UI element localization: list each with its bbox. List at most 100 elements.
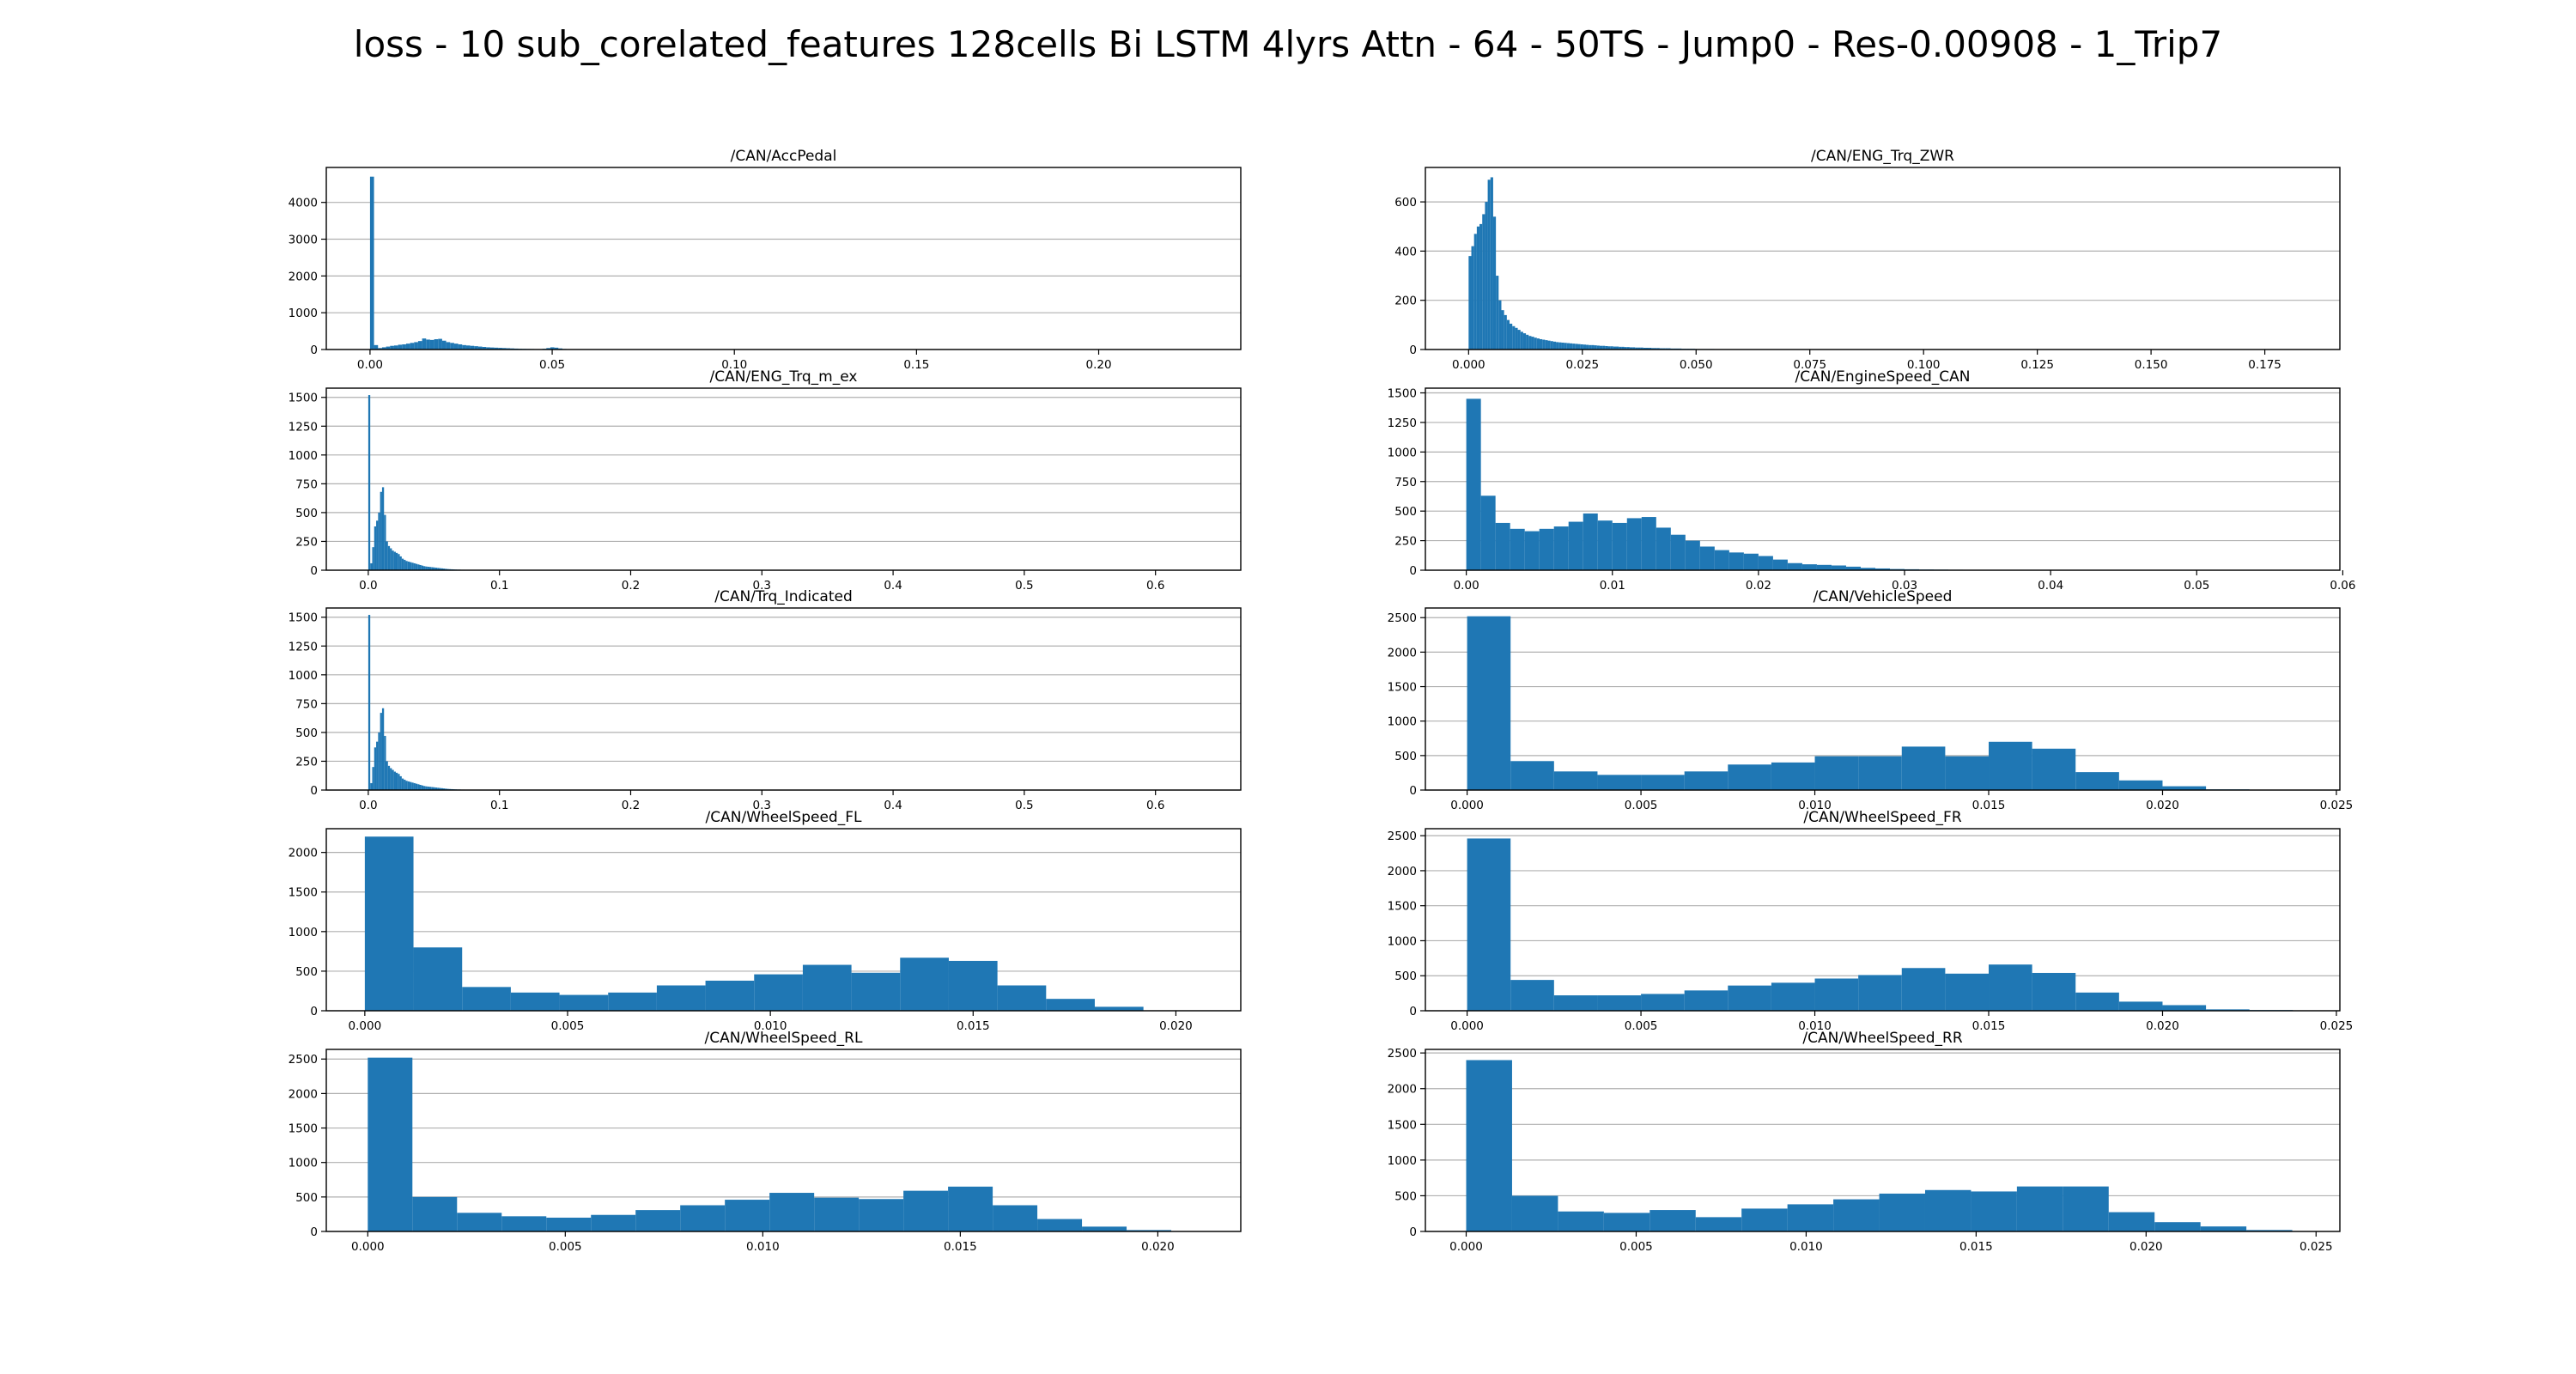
histogram-bar [433,787,435,790]
histogram-bar [489,347,495,350]
histogram-bar [437,568,440,570]
histogram-bar [903,1190,949,1231]
subplot-title: /CAN/WheelSpeed_FL [706,809,862,826]
histogram-bar [559,994,609,1011]
y-tick-label: 0 [310,1225,318,1239]
histogram-bar [398,344,403,350]
x-tick-label: 0.05 [539,358,565,372]
histogram-bar [1594,345,1597,350]
histogram-bar [510,992,560,1011]
histogram-bar [376,520,379,570]
histogram-bar [402,344,406,350]
x-tick-label: 0.005 [1619,1240,1653,1254]
histogram-bar [453,344,459,350]
x-tick-label: 0.005 [1625,1019,1658,1033]
histogram-bar [1583,513,1598,570]
histogram-bar [1517,330,1521,350]
histogram-bar [1605,345,1608,350]
x-tick-label: 0.3 [753,579,771,593]
x-tick-label: 0.150 [2135,358,2168,372]
y-tick-label: 1000 [1388,715,1417,729]
y-tick-label: 1000 [289,669,318,683]
histogram-bar [384,514,386,570]
histogram-bar [405,781,408,790]
histogram-bar [1471,246,1474,350]
histogram-bar [425,566,428,570]
x-tick-label: 0.2 [622,799,640,812]
histogram-bar [546,1217,592,1231]
histogram-bar [1482,214,1485,350]
x-tick-label: 0.050 [1680,358,1713,372]
x-tick-label: 0.010 [1798,1019,1832,1033]
histogram-bar [486,347,490,350]
histogram-bar [1487,179,1491,350]
y-tick-label: 3000 [289,234,318,247]
histogram-bar [390,345,394,350]
histogram-bar [1602,345,1606,350]
histogram-bar [399,556,402,570]
histogram-bar [1610,346,1613,350]
x-tick-label: 0.025 [2320,799,2354,812]
histogram-bar [1511,1195,1558,1231]
histogram-bar [393,345,398,350]
y-tick-label: 1000 [1388,446,1417,459]
histogram-bar [417,784,420,790]
subplot-title: /CAN/ENG_Trq_ZWR [1811,148,1954,165]
histogram-bar [550,347,555,350]
histogram-bar [442,568,446,570]
histogram-bar [1640,347,1643,350]
histogram-bar [1670,534,1686,570]
y-tick-label: 0 [1409,344,1417,357]
x-tick-label: 0.02 [1746,579,1771,593]
histogram-bar [1945,973,1990,1011]
y-tick-label: 1000 [1388,934,1417,948]
histogram-bar [1714,550,1729,570]
histogram-bar [554,347,559,350]
histogram-bar [1924,1189,1971,1231]
x-tick-label: 0.01 [1600,579,1625,593]
histogram-bar [439,568,441,570]
histogram-bar [1684,771,1728,790]
histogram-bar [1127,1230,1172,1231]
histogram-bar [501,348,507,350]
histogram-bar [2108,1212,2155,1231]
histogram-bar [725,1200,770,1231]
x-tick-label: 0.0 [359,799,377,812]
y-tick-label: 2000 [1388,1083,1417,1097]
histogram-bar [1662,348,1666,350]
histogram-bar [1858,975,1902,1011]
histogram-bar [437,787,440,790]
histogram-bar [392,769,394,790]
histogram-bar [1467,616,1511,790]
histogram-bar [477,346,483,350]
x-tick-label: 0.000 [349,1019,382,1033]
y-tick-label: 1000 [289,307,318,320]
histogram-bar [407,781,410,790]
histogram-bar [1685,540,1700,570]
histogram-bar [457,1213,502,1231]
histogram-bar [386,346,391,350]
y-tick-label: 500 [1394,1189,1417,1203]
histogram-bar [1558,342,1562,350]
histogram-bar [1510,323,1513,350]
x-tick-label: 0.15 [903,358,929,372]
y-tick-label: 1500 [289,1122,318,1136]
histogram-bar [1510,980,1554,1011]
histogram-bar [1496,276,1499,350]
histogram-bar [426,339,430,350]
x-tick-label: 0.005 [549,1240,582,1254]
x-tick-label: 0.125 [2020,358,2054,372]
histogram-bar [1971,1191,2017,1231]
histogram-bar [1586,344,1589,350]
histogram-bar [1577,344,1581,350]
histogram-bar [364,836,414,1011]
histogram-bar [419,564,422,570]
axes-frame [325,607,1242,791]
histogram-bar [2063,1186,2109,1231]
histogram-bar [2032,972,2076,1011]
x-tick-label: 0.175 [2248,358,2281,372]
histogram-bar [1597,775,1642,790]
histogram-bar [376,741,379,790]
histogram-bar [1668,348,1671,350]
